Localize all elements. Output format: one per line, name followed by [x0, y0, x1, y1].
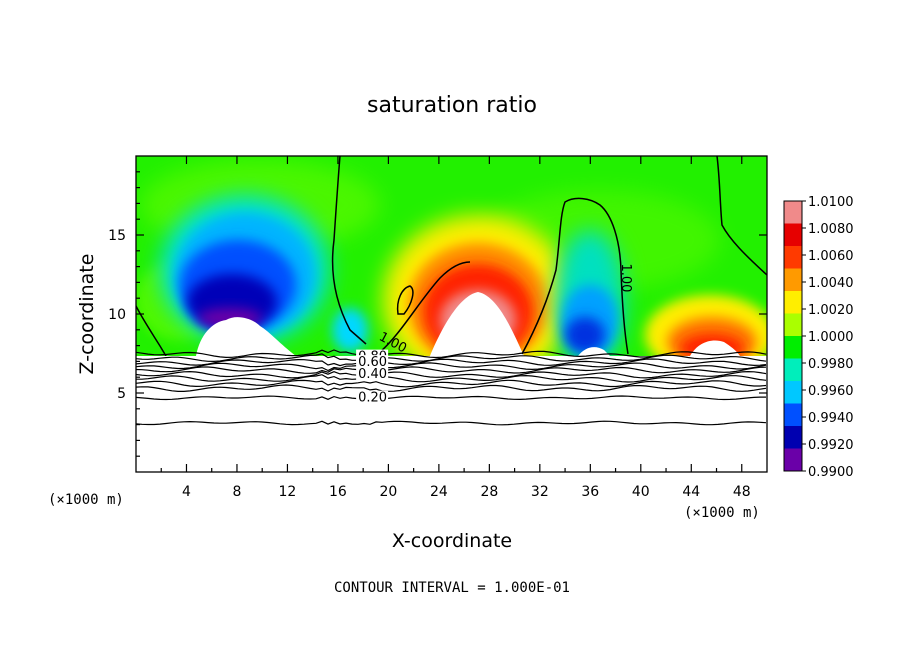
colorbar-label: 1.0020 [808, 303, 854, 318]
x-tick-label: 12 [279, 484, 297, 500]
contour-line [135, 384, 767, 392]
colorbar-swatch [784, 448, 802, 472]
contour-label-group: 0.40 [356, 366, 389, 382]
contour-lines [135, 349, 767, 426]
contour-line [135, 353, 767, 363]
colorbar-swatch [784, 358, 802, 382]
contour-interval-note: CONTOUR INTERVAL = 1.000E-01 [334, 580, 570, 596]
colorbar-swatch [784, 403, 802, 427]
y-axis-ticks [136, 171, 767, 457]
colorbar-label: 1.0000 [808, 330, 854, 345]
y-tick-label: 5 [117, 386, 126, 402]
colorbar-label: 0.9920 [808, 438, 854, 453]
contour-label-bg [356, 390, 389, 404]
colorbar-swatch [784, 426, 802, 449]
x-unit-label-right: (×1000 m) [684, 505, 760, 521]
contour-line [135, 362, 767, 372]
contour-line [135, 420, 767, 426]
chart-title: saturation ratio [367, 93, 537, 118]
contour-label-group: 0.20 [356, 390, 389, 406]
x-tick-label: 20 [379, 484, 397, 500]
contour-label: 0.40 [358, 367, 387, 382]
colorbar-swatch [784, 313, 802, 337]
x-tick-label: 36 [581, 484, 599, 500]
colorbar-label: 0.9900 [808, 465, 854, 480]
x-tick-label: 28 [480, 484, 498, 500]
y-axis-label: Z-coordinate [76, 254, 98, 375]
colorbar-swatch [784, 246, 802, 269]
colorbar-swatch [784, 381, 802, 404]
contour-label: 0.60 [358, 355, 387, 370]
masked-regions [196, 292, 740, 356]
colorbar-label: 0.9940 [808, 411, 854, 426]
y-axis-tick-labels: 5 10 15 [108, 228, 126, 402]
colorbar-label: 0.9960 [808, 384, 854, 399]
contour-line [135, 395, 766, 401]
colorbar-label: 1.0100 [808, 195, 854, 210]
colorbar-swatch [784, 223, 802, 247]
x-unit-label-left: (×1000 m) [48, 492, 124, 508]
contour-labels: 1.001.000.800.600.400.20 [356, 263, 633, 406]
colorbar-label: 1.0040 [808, 276, 854, 291]
y-tick-label: 15 [108, 228, 126, 244]
lower-region [136, 356, 767, 472]
contour-label-bg [356, 366, 389, 380]
colorbar-swatch [784, 268, 802, 292]
contour-label-group: 0.60 [356, 355, 389, 370]
contour-1.00-lines [136, 156, 767, 356]
colorbar-swatch [784, 201, 802, 224]
contour-label-bg [356, 355, 389, 369]
x-tick-label: 44 [682, 484, 700, 500]
x-tick-label: 4 [182, 484, 191, 500]
y-tick-label: 10 [108, 307, 126, 323]
contour-line [135, 349, 767, 359]
x-tick-label: 8 [232, 484, 241, 500]
x-tick-label: 24 [430, 484, 448, 500]
colorbar-label: 1.0080 [808, 222, 854, 237]
x-axis-label: X-coordinate [392, 530, 512, 552]
colorbar-swatch [784, 291, 802, 314]
x-tick-label: 40 [632, 484, 650, 500]
x-axis-ticks [160, 156, 743, 472]
colorbar-swatch [784, 336, 802, 359]
contour-line [135, 370, 767, 379]
contour-line [135, 379, 767, 388]
contour-line [135, 358, 767, 367]
contour-label: 0.20 [358, 391, 387, 406]
colorbar-label: 1.0060 [808, 249, 854, 264]
contour-line [136, 374, 767, 383]
x-tick-label: 16 [329, 484, 347, 500]
contour-label-group: 1.00 [618, 263, 633, 292]
x-axis-tick-labels: 4 8 12 16 20 24 28 32 36 40 44 48 [182, 484, 751, 500]
colorbar: 1.0100 1.0080 1.0060 1.0040 1.0020 1.0000 0.99… [783, 195, 854, 480]
contour-line [135, 366, 767, 374]
contour-label: 1.00 [618, 263, 633, 292]
x-tick-label: 48 [733, 484, 751, 500]
colorbar-label: 0.9980 [808, 357, 854, 372]
x-tick-label: 32 [531, 484, 549, 500]
